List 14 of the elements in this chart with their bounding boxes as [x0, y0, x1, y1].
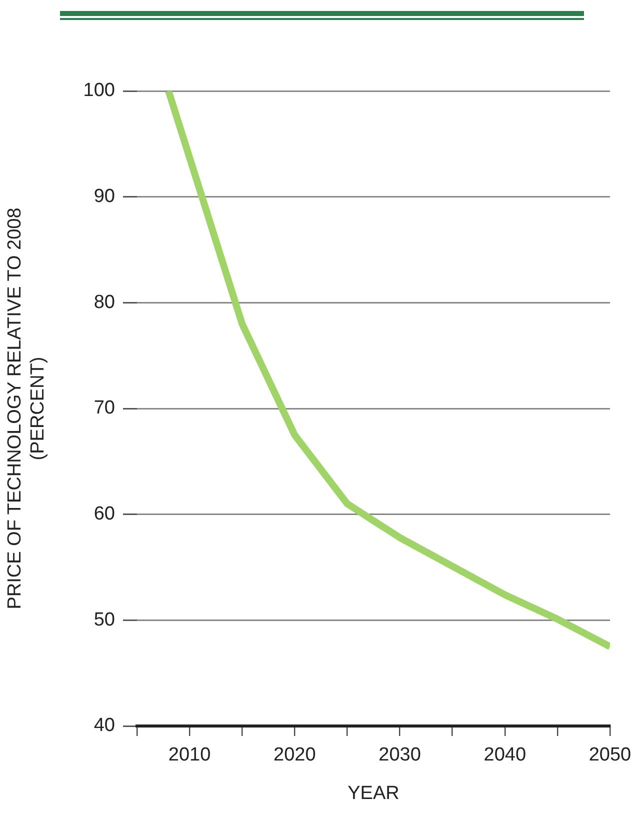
y-tick-label: 70: [94, 398, 115, 419]
x-tick-label: 2040: [484, 744, 526, 766]
x-tick-label: 2020: [274, 744, 316, 766]
y-tick-label: 40: [94, 715, 115, 736]
x-tick-label: 2030: [378, 744, 421, 766]
x-tick-label: 2050: [588, 744, 632, 766]
y-tick-label: 100: [83, 80, 115, 102]
y-tick-label: 80: [94, 292, 115, 313]
y-tick-label: 90: [94, 186, 115, 208]
y-tick-label: 50: [94, 609, 115, 630]
y-axis-title: PRICE OF TECHNOLOGY RELATIVE TO 2008 (PERCENT): [4, 208, 48, 610]
y-tick-label: 60: [94, 504, 115, 525]
x-axis-title: YEAR: [348, 782, 400, 804]
x-tick-label: 2010: [168, 744, 211, 766]
